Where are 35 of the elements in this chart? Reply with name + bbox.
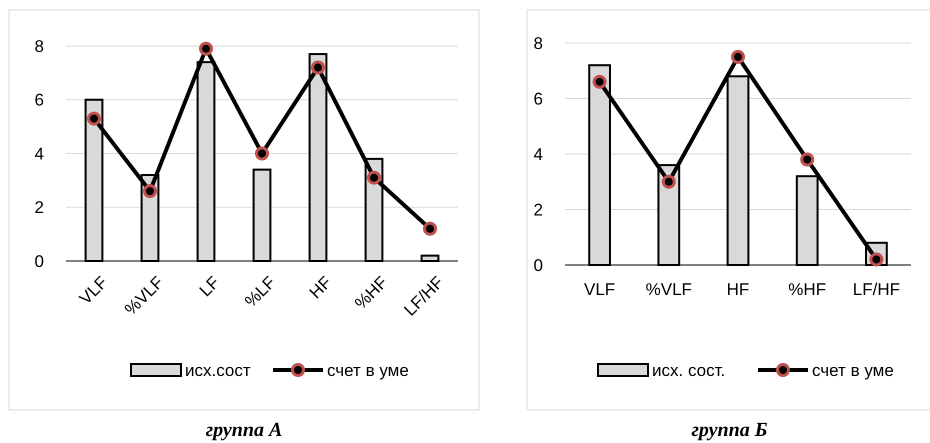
y-tick-label: 0 (534, 256, 543, 275)
y-tick-label: 2 (34, 198, 44, 218)
legend-label: исх. сост. (652, 360, 726, 380)
y-tick-label: 6 (534, 89, 543, 108)
x-tick-label: HF (726, 280, 750, 299)
legend-label: счет в уме (327, 360, 409, 380)
text: группа Б (692, 419, 768, 441)
text: группа А (206, 419, 282, 441)
x-tick-label: %HF (788, 280, 826, 299)
y-tick-label: 6 (34, 90, 44, 110)
y-tick-label: 8 (534, 34, 543, 53)
point (87, 112, 101, 126)
point (367, 170, 381, 185)
y-tick-label: 2 (534, 200, 543, 220)
y-tick-label: 4 (534, 144, 543, 164)
x-tick-label: LF/HF (852, 280, 900, 299)
point (662, 174, 676, 189)
y-tick-label: 0 (34, 252, 44, 271)
x-tick-label: VLF (584, 280, 616, 299)
point (199, 42, 213, 56)
x-tick-label: VLF (76, 272, 112, 308)
point (423, 222, 437, 236)
legend-label: исх.сост (185, 360, 251, 380)
point (255, 146, 269, 160)
x-tick-label: %VLF (646, 280, 692, 299)
point (311, 60, 325, 74)
point (592, 74, 607, 89)
point (143, 184, 157, 198)
legend-label: счет в уме (812, 360, 894, 380)
x-tick-label: LF (196, 272, 224, 300)
point (731, 50, 745, 64)
point (800, 152, 814, 167)
y-tick-label: 4 (34, 144, 44, 164)
y-tick-label: 8 (34, 36, 44, 56)
x-tick-label: HF (306, 272, 336, 302)
